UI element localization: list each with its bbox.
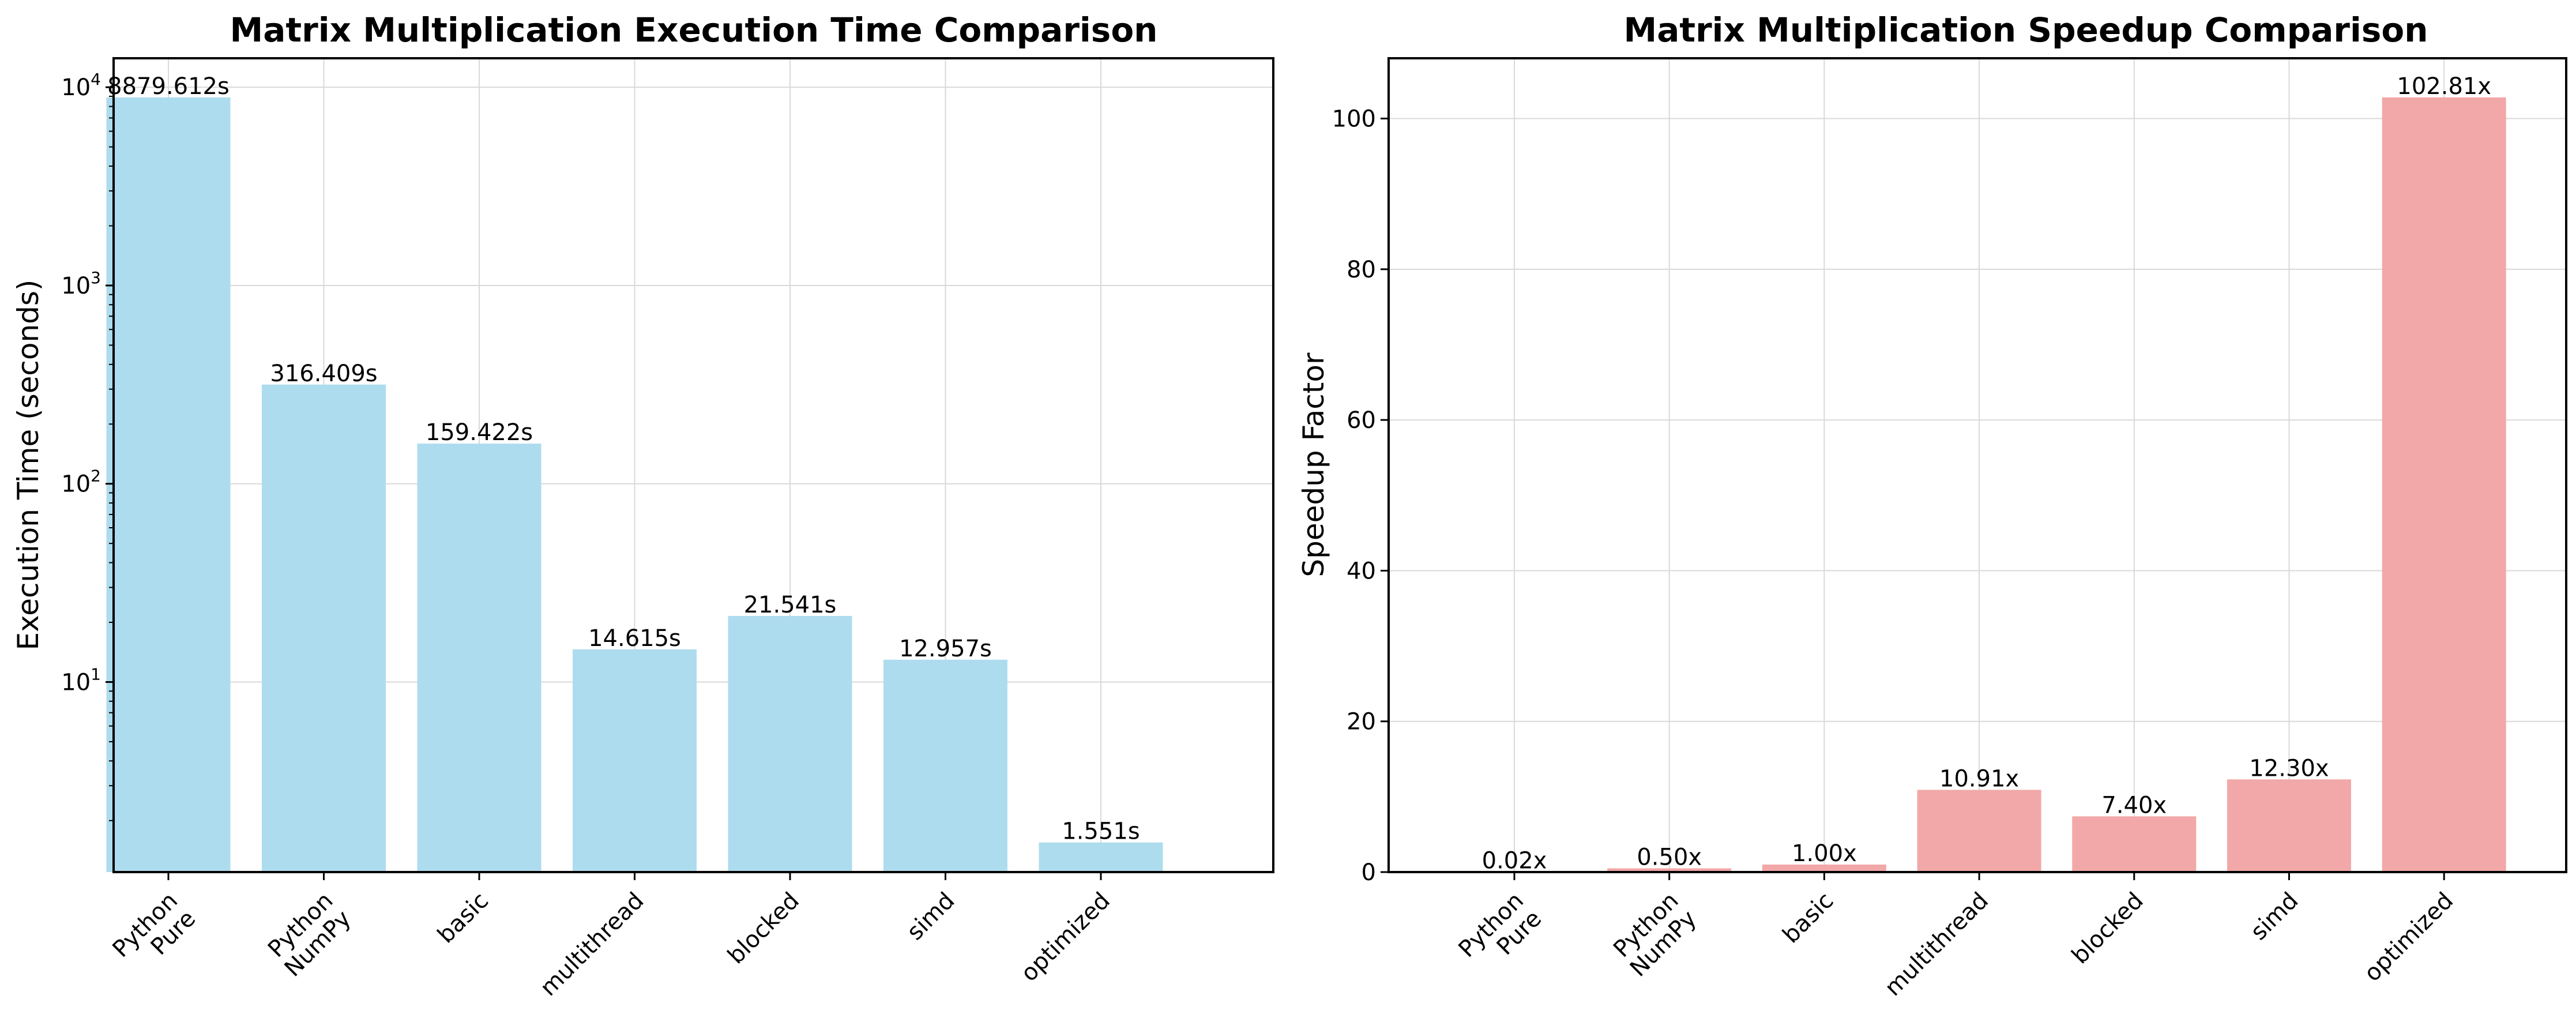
execution-time-bar-simd — [883, 659, 1007, 872]
speedup-ylabel: Speedup Factor — [1297, 352, 1330, 577]
speedup-xtick-label-python-numpy: PythonNumPy — [1607, 888, 1702, 982]
speedup-xtick-label-multithread: multithread — [1880, 888, 1994, 1002]
execution-time-xtick-label-python-pure: PythonPure — [107, 888, 201, 981]
speedup-ytick-label: 80 — [1347, 257, 1376, 283]
execution-time-bar-multithread — [573, 649, 697, 872]
execution-time-ytick-label: 101 — [61, 664, 101, 696]
speedup-bar-basic — [1762, 864, 1886, 872]
execution-time-value-label-simd: 12.957s — [899, 636, 992, 662]
speedup-bar-multithread — [1917, 790, 2041, 872]
speedup-x-ticks: PythonPure PythonNumPy basic multithread blo… — [1453, 872, 2458, 1001]
speedup-value-label-optimized: 102.81x — [2397, 73, 2491, 100]
speedup-xtick-label-simd: simd — [2246, 888, 2304, 946]
speedup-bars — [1452, 97, 2506, 872]
speedup-value-label-blocked: 7.40x — [2101, 792, 2167, 818]
execution-time-xtick-label-multithread: multithread — [535, 888, 649, 1002]
execution-time-bar-python-numpy — [262, 384, 386, 872]
execution-time-bar-blocked — [728, 615, 852, 872]
speedup-bar-blocked — [2072, 816, 2197, 872]
speedup-xtick-label-basic: basic — [1778, 888, 1839, 949]
speedup-xtick-label-optimized: optimized — [2359, 888, 2458, 987]
execution-time-chart: Matrix Multiplication Execution Time Com… — [12, 10, 1274, 1001]
speedup-title: Matrix Multiplication Speedup Comparison — [1623, 10, 2428, 50]
speedup-ytick-label: 60 — [1347, 407, 1376, 434]
execution-time-value-label-python-numpy: 316.409s — [270, 360, 377, 387]
execution-time-plot-frame — [112, 57, 1274, 873]
execution-time-grid — [114, 58, 1273, 872]
execution-time-bar-python-pure — [106, 97, 231, 872]
execution-time-value-labels: 8879.612s 316.409s 159.422s 14.615s 21.541s 1… — [107, 73, 1140, 845]
execution-time-title: Matrix Multiplication Execution Time Com… — [230, 10, 1158, 50]
execution-time-y-ticks: 101 102 103 104 — [61, 70, 114, 821]
speedup-value-labels: 0.02x 0.50x 1.00x 10.91x 7.40x 12.30x 102.81x — [1482, 73, 2491, 874]
execution-time-ytick-label: 102 — [61, 467, 101, 498]
execution-time-xtick-label-basic: basic — [433, 888, 494, 949]
speedup-value-label-basic: 1.00x — [1792, 840, 1857, 867]
execution-time-x-ticks: PythonPure PythonNumPy basic multithread blo… — [107, 872, 1115, 1001]
execution-time-bar-basic — [417, 444, 541, 872]
execution-time-ylabel: Execution Time (seconds) — [12, 280, 45, 651]
execution-time-value-label-python-pure: 8879.612s — [107, 73, 230, 100]
execution-time-value-label-basic: 159.422s — [426, 419, 533, 446]
speedup-ytick-label: 40 — [1347, 558, 1376, 584]
execution-time-value-label-optimized: 1.551s — [1062, 818, 1140, 845]
speedup-value-label-python-numpy: 0.50x — [1637, 844, 1702, 870]
execution-time-xtick-label-python-numpy: PythonNumPy — [262, 888, 356, 982]
speedup-value-label-simd: 12.30x — [2249, 755, 2329, 782]
speedup-bar-optimized — [2382, 97, 2506, 872]
speedup-ytick-label: 0 — [1362, 859, 1376, 886]
speedup-xtick-label-python-pure: PythonPure — [1453, 888, 1547, 981]
speedup-value-label-python-pure: 0.02x — [1482, 848, 1547, 874]
execution-time-ytick-label: 104 — [61, 70, 101, 101]
speedup-y-ticks: 0 20 40 60 80 100 — [1332, 106, 1389, 886]
speedup-chart: Matrix Multiplication Speedup Comparison… — [1297, 10, 2567, 1001]
execution-time-value-label-blocked: 21.541s — [744, 592, 837, 618]
speedup-ytick-label: 100 — [1332, 106, 1376, 133]
speedup-xtick-label-blocked: blocked — [2067, 888, 2149, 970]
speedup-ytick-label: 20 — [1347, 709, 1376, 735]
speedup-plot-frame — [1387, 57, 2567, 873]
speedup-bar-python-numpy — [1607, 868, 1732, 872]
speedup-bar-simd — [2227, 779, 2351, 872]
execution-time-bars — [106, 97, 1163, 872]
speedup-value-label-multithread: 10.91x — [1939, 765, 2019, 792]
execution-time-xtick-label-simd: simd — [902, 888, 960, 946]
execution-time-bar-optimized — [1039, 842, 1163, 872]
execution-time-xtick-label-blocked: blocked — [723, 888, 804, 970]
execution-time-value-label-multithread: 14.615s — [588, 625, 681, 652]
execution-time-xtick-label-optimized: optimized — [1016, 888, 1115, 987]
execution-time-ytick-label: 103 — [61, 268, 101, 299]
